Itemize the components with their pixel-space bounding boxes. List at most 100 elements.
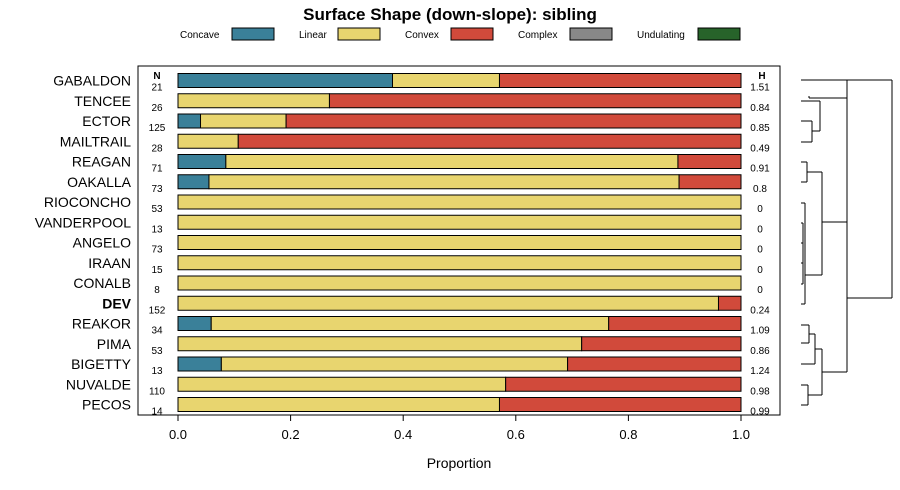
- legend-label: Complex: [518, 30, 557, 41]
- n-value: 26: [151, 103, 163, 114]
- plot-frame: [137, 65, 781, 416]
- n-value: 13: [151, 224, 163, 235]
- chart-title: Surface Shape (down-slope): sibling: [303, 5, 597, 24]
- bar-row: BIGETTY 13 1.24: [71, 356, 770, 377]
- bar-segment: [177, 133, 239, 149]
- bar-segment: [498, 397, 742, 412]
- x-tick-label: 0.4: [394, 427, 412, 442]
- bar-row: DEV 152 0.24: [102, 295, 770, 316]
- bar-row: MAILTRAIL 28 0.49: [60, 133, 770, 154]
- n-value: 53: [151, 346, 163, 357]
- bar-segment: [177, 295, 719, 311]
- bar-segment: [608, 316, 742, 331]
- row-label: IRAAN: [88, 255, 131, 271]
- x-axis: 0.0 0.2 0.4 0.6 0.8 1.0: [169, 415, 750, 442]
- h-value: 0.91: [750, 164, 770, 175]
- bar-segment: [678, 174, 742, 190]
- n-value: 21: [151, 83, 163, 94]
- h-column-header: H: [758, 71, 765, 82]
- n-value: 73: [151, 245, 163, 256]
- h-value: 0.85: [750, 123, 770, 134]
- row-label: ECTOR: [82, 113, 131, 129]
- legend-swatch: [697, 27, 741, 41]
- bar-segment: [208, 174, 680, 190]
- row-label: ANGELO: [73, 235, 131, 251]
- row-label: RIOCONCHO: [44, 194, 131, 210]
- h-value: 0.86: [750, 346, 770, 357]
- bar-segment: [177, 376, 507, 392]
- n-value: 28: [151, 143, 163, 154]
- bar-row: RIOCONCHO 53 0: [44, 194, 763, 215]
- n-value: 71: [151, 164, 163, 175]
- bar-segment: [177, 336, 583, 352]
- n-value: 53: [151, 204, 163, 215]
- h-value: 0: [757, 204, 763, 215]
- x-axis-label: Proportion: [427, 455, 492, 471]
- x-tick-label: 0.8: [619, 427, 637, 442]
- h-value: 0.24: [750, 305, 770, 316]
- bar-segment: [177, 73, 394, 88]
- bar-segment: [177, 255, 742, 271]
- legend-label: Undulating: [637, 30, 685, 41]
- bar-row: PIMA 53 0.86: [97, 336, 770, 357]
- row-label: TENCEE: [74, 93, 131, 109]
- n-column-header: N: [153, 71, 160, 82]
- bar-row: GABALDON 21 1.51: [53, 73, 770, 94]
- bar-segment: [177, 154, 227, 169]
- h-value: 0.98: [750, 386, 770, 397]
- n-value: 15: [151, 265, 163, 276]
- bar-segment: [498, 73, 742, 88]
- row-label: DEV: [102, 295, 131, 311]
- bar-segment: [177, 235, 742, 250]
- row-label: BIGETTY: [71, 356, 132, 372]
- bar-segment: [177, 356, 222, 372]
- h-value: 0: [757, 285, 763, 296]
- bar-row: IRAAN 15 0: [88, 255, 763, 276]
- bar-row: VANDERPOOL 13 0: [35, 214, 763, 235]
- row-label: OAKALLA: [67, 174, 131, 190]
- bar-row: ANGELO 73 0: [73, 235, 764, 256]
- bar-segment: [177, 397, 500, 412]
- bar-row: PECOS 14 0.99: [82, 397, 770, 418]
- bar-segment: [237, 133, 742, 149]
- bar-row: REAKOR 34 1.09: [72, 316, 770, 337]
- bar-segment: [177, 275, 742, 291]
- h-value: 0: [757, 265, 763, 276]
- n-value: 73: [151, 184, 163, 195]
- legend-label: Linear: [299, 30, 327, 41]
- row-label: VANDERPOOL: [35, 214, 131, 230]
- n-value: 152: [149, 305, 166, 316]
- legend-swatch: [569, 27, 613, 41]
- h-value: 0.84: [750, 103, 770, 114]
- row-label: CONALB: [73, 275, 131, 291]
- bar-row: ECTOR 125 0.85: [82, 113, 770, 134]
- bar-segment: [225, 154, 679, 169]
- bar-segment: [177, 316, 212, 331]
- bar-segment: [567, 356, 742, 372]
- legend-swatch: [231, 27, 275, 41]
- bar-segment: [717, 295, 742, 311]
- bar-segment: [328, 93, 742, 109]
- legend: Concave Linear Convex Complex Undulating: [180, 27, 741, 41]
- row-label: PIMA: [97, 336, 132, 352]
- bar-segment: [285, 113, 742, 129]
- dendrogram: [801, 79, 893, 406]
- n-value: 110: [149, 386, 165, 397]
- x-tick-label: 0.0: [169, 427, 187, 442]
- legend-label: Concave: [180, 30, 220, 41]
- x-tick-label: 0.2: [282, 427, 300, 442]
- bar-row: OAKALLA 73 0.8: [67, 174, 767, 195]
- bar-segment: [581, 336, 742, 352]
- n-value: 13: [151, 366, 163, 377]
- bar-segment: [200, 113, 287, 129]
- legend-swatch: [450, 27, 494, 41]
- h-value: 0.8: [753, 184, 767, 195]
- bar-row: CONALB 8 0: [73, 275, 763, 296]
- row-label: PECOS: [82, 397, 131, 413]
- legend-swatch: [337, 27, 381, 41]
- bar-segment: [677, 154, 742, 169]
- row-label: REAKOR: [72, 316, 131, 332]
- x-tick-label: 1.0: [732, 427, 750, 442]
